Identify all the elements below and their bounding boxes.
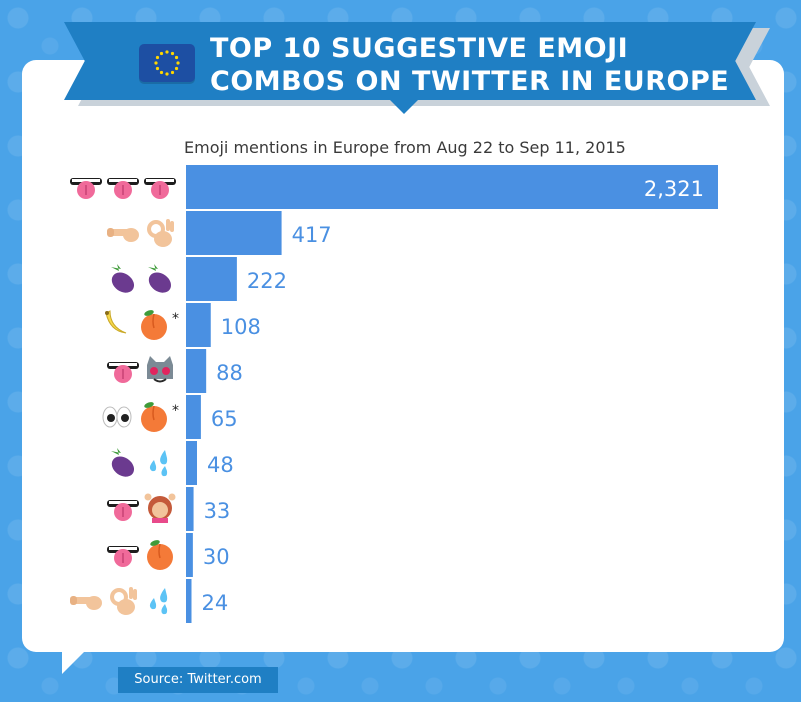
bar-value-label: 108 bbox=[221, 315, 261, 339]
title-banner-notch bbox=[390, 100, 418, 114]
sweat-droplets-icon bbox=[149, 588, 168, 615]
raising-hands-woman-icon bbox=[144, 493, 176, 523]
heart-eyes-cat-icon bbox=[147, 356, 173, 383]
asterisk-mark: * bbox=[172, 403, 179, 419]
bar-value-label: 24 bbox=[202, 591, 229, 615]
card-speech-tail bbox=[62, 648, 88, 674]
bar-value-label: 88 bbox=[216, 361, 243, 385]
bar-value-label: 417 bbox=[292, 223, 332, 247]
eu-flag-icon bbox=[139, 44, 195, 82]
tongue-icon bbox=[70, 178, 102, 199]
bar-value-label: 222 bbox=[247, 269, 287, 293]
bar bbox=[186, 487, 194, 531]
bar bbox=[186, 533, 193, 577]
eggplant-icon bbox=[148, 264, 172, 293]
eggplant-icon bbox=[111, 448, 135, 477]
bar-value-label: 48 bbox=[207, 453, 234, 477]
title-line-2: COMBOS ON TWITTER IN EUROPE bbox=[210, 66, 730, 97]
tongue-icon bbox=[144, 178, 176, 199]
bar bbox=[186, 579, 192, 623]
bar-value-label: 2,321 bbox=[644, 177, 704, 201]
title-line-1: TOP 10 SUGGESTIVE EMOJI bbox=[210, 33, 629, 64]
bar bbox=[186, 211, 282, 255]
bar bbox=[186, 395, 201, 439]
page-title: TOP 10 SUGGESTIVE EMOJI COMBOS ON TWITTE… bbox=[210, 32, 730, 98]
peach-icon bbox=[141, 402, 167, 432]
bar bbox=[186, 257, 237, 301]
tongue-icon bbox=[107, 500, 139, 521]
bar-value-label: 33 bbox=[204, 499, 231, 523]
peach-icon bbox=[141, 310, 167, 340]
banana-icon bbox=[105, 310, 127, 334]
eu-stars-icon bbox=[154, 50, 180, 76]
tongue-icon bbox=[107, 546, 139, 567]
sweat-droplets-icon bbox=[149, 450, 168, 477]
svg-text:*: * bbox=[172, 311, 179, 327]
eyes-icon bbox=[102, 406, 132, 428]
ok-hand-icon bbox=[147, 219, 174, 247]
bar bbox=[186, 165, 718, 209]
asterisk-mark: * bbox=[172, 311, 179, 327]
ok-hand-icon bbox=[110, 587, 137, 615]
bar bbox=[186, 303, 211, 347]
tongue-icon bbox=[107, 362, 139, 383]
tongue-icon bbox=[107, 178, 139, 199]
pointing-finger-icon bbox=[70, 596, 102, 610]
bar-value-label: 30 bbox=[203, 545, 230, 569]
chart-subtitle: Emoji mentions in Europe from Aug 22 to … bbox=[184, 138, 626, 157]
bar bbox=[186, 349, 207, 393]
svg-text:*: * bbox=[172, 403, 179, 419]
peach-icon bbox=[147, 540, 173, 570]
bar-value-label: 65 bbox=[211, 407, 238, 431]
source-label: Source: Twitter.com bbox=[118, 667, 278, 693]
bar bbox=[186, 441, 198, 485]
eggplant-icon bbox=[111, 264, 135, 293]
pointing-finger-icon bbox=[107, 228, 139, 242]
